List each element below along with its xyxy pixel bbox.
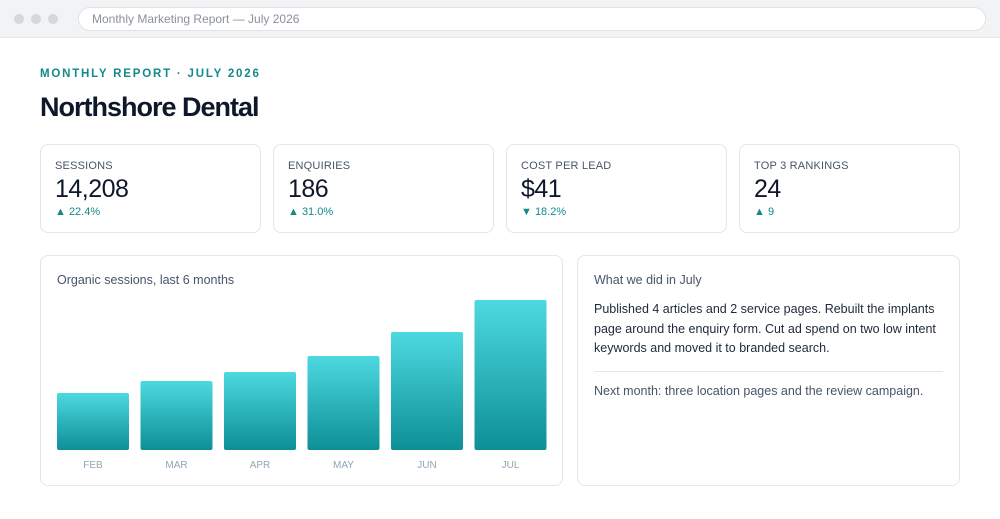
kpi-delta: ▲ 31.0% xyxy=(288,206,334,218)
kpi-delta: ▲ 22.4% xyxy=(55,206,101,218)
kpi-card-top-3-rankings: TOP 3 RANKINGS 24 ▲ 9 xyxy=(739,144,960,233)
bar-feb xyxy=(57,393,129,450)
kpi-delta: ▲ 9 xyxy=(754,206,775,218)
kpi-value: 14,208 xyxy=(55,175,129,203)
kpi-card-cost-per-lead: COST PER LEAD $41 ▼ 18.2% xyxy=(506,144,727,233)
report-eyebrow: MONTHLY REPORT · JULY 2026 xyxy=(40,68,261,80)
kpi-label: TOP 3 RANKINGS xyxy=(754,160,849,172)
chart-title: Organic sessions, last 6 months xyxy=(57,273,235,287)
kpi-delta: ▼ 18.2% xyxy=(521,206,567,218)
address-bar[interactable]: Monthly Marketing Report — July 2026 xyxy=(78,7,986,31)
x-tick-label: APR xyxy=(250,460,271,471)
x-tick-label: JUL xyxy=(502,460,520,471)
x-tick-label: FEB xyxy=(83,460,103,471)
bar-jul xyxy=(474,300,547,450)
kpi-label: COST PER LEAD xyxy=(521,160,612,172)
bar-may xyxy=(307,356,380,450)
kpi-value: $41 xyxy=(521,175,562,203)
kpi-value: 186 xyxy=(288,175,329,203)
kpi-card-enquiries: ENQUIRIES 186 ▲ 31.0% xyxy=(273,144,494,233)
page-title: Northshore Dental xyxy=(40,92,260,122)
kpi-card-sessions: SESSIONS 14,208 ▲ 22.4% xyxy=(40,144,261,233)
window-maximize-dot[interactable] xyxy=(48,14,58,24)
sessions-bar-chart: FEB MAR APR MAY JUN JUL xyxy=(57,300,547,471)
window-minimize-dot[interactable] xyxy=(31,14,41,24)
bar-apr xyxy=(224,372,296,450)
x-tick-label: JUN xyxy=(417,460,436,471)
notes-body: Published 4 articles and 2 service pages… xyxy=(594,302,936,355)
kpi-label: SESSIONS xyxy=(55,160,113,172)
browser-chrome: Monthly Marketing Report — July 2026 xyxy=(0,0,1000,38)
x-tick-label: MAY xyxy=(333,460,354,471)
notes-title: What we did in July xyxy=(594,273,702,287)
window-close-dot[interactable] xyxy=(14,14,24,24)
kpi-value: 24 xyxy=(754,175,781,203)
chart-panel: FEB MAR APR MAY JUN JUL Organic sessions, las… xyxy=(40,255,563,486)
notes-next-month: Next month: three location pages and the… xyxy=(594,384,924,398)
x-tick-label: MAR xyxy=(165,460,187,471)
kpi-label: ENQUIRIES xyxy=(288,160,351,172)
notes-panel: What we did in July Published 4 articles… xyxy=(577,255,960,486)
bar-jun xyxy=(391,332,463,450)
bar-mar xyxy=(140,381,213,450)
notes-divider xyxy=(594,371,943,372)
